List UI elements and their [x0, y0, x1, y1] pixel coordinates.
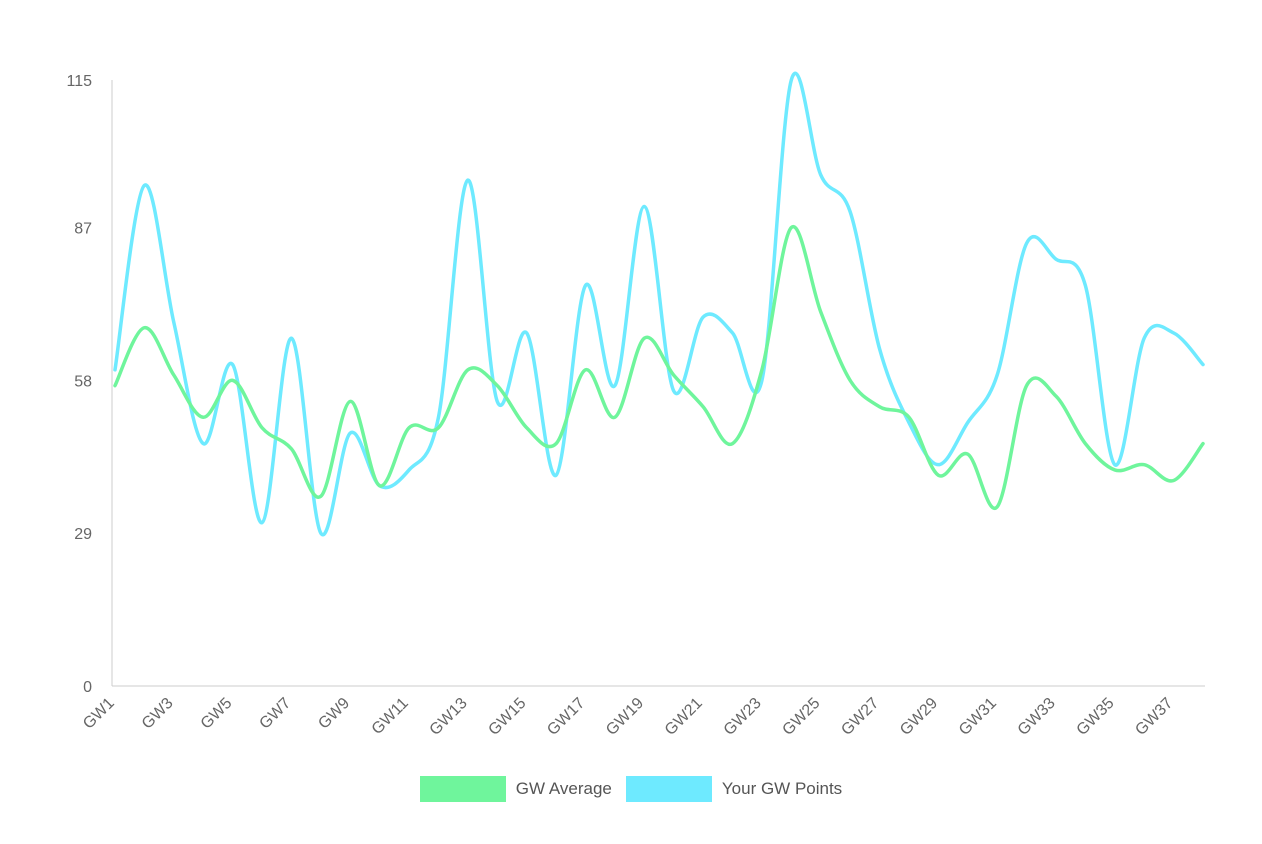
y-tick-label: 0 — [83, 679, 92, 696]
series-line-gw-average — [113, 225, 1205, 511]
x-tick-label: GW1 — [80, 695, 118, 733]
legend-item-your-gw-points[interactable]: Your GW Points — [625, 776, 843, 802]
x-tick-label: GW35 — [1074, 695, 1118, 739]
x-tick-label: GW27 — [838, 695, 882, 739]
x-tick-label: GW21 — [662, 695, 706, 739]
y-tick-label: 87 — [74, 221, 92, 238]
x-tick-label: GW5 — [198, 695, 236, 733]
y-tick-label: 58 — [74, 373, 92, 390]
x-tick-label: GW37 — [1132, 695, 1176, 739]
legend-label-gw-average: GW Average — [515, 779, 612, 798]
legend-swatch-gw-average — [419, 776, 506, 802]
y-tick-label: 29 — [74, 526, 92, 543]
y-axis-ticks: 0 29 58 87 115 — [66, 73, 92, 696]
x-tick-label: GW9 — [315, 695, 353, 733]
x-tick-label: GW17 — [544, 695, 588, 739]
x-tick-label: GW11 — [369, 695, 412, 738]
x-tick-label: GW7 — [256, 695, 294, 733]
series-layer — [113, 71, 1205, 537]
x-tick-label: GW25 — [779, 695, 823, 739]
x-tick-label: GW33 — [1015, 695, 1059, 739]
x-tick-label: GW23 — [721, 695, 765, 739]
legend: GW Average Your GW Points — [0, 776, 1262, 802]
x-axis-ticks: GW1 GW3 GW5 GW7 GW9 GW11 GW13 GW15 GW17 GW19 GW21 G… — [80, 695, 1176, 739]
legend-swatch-your-gw-points — [625, 776, 712, 802]
legend-label-your-gw-points: Your GW Points — [721, 779, 843, 798]
x-tick-label: GW13 — [427, 695, 471, 739]
x-tick-label: GW31 — [956, 695, 1000, 739]
x-tick-label: GW15 — [485, 695, 529, 739]
x-tick-label: GW19 — [603, 695, 647, 739]
legend-item-gw-average[interactable]: GW Average — [419, 776, 612, 802]
series-line-your-gw-points — [113, 71, 1205, 537]
y-tick-label: 115 — [66, 73, 92, 90]
x-tick-label: GW3 — [139, 695, 177, 733]
x-tick-label: GW29 — [897, 695, 941, 739]
